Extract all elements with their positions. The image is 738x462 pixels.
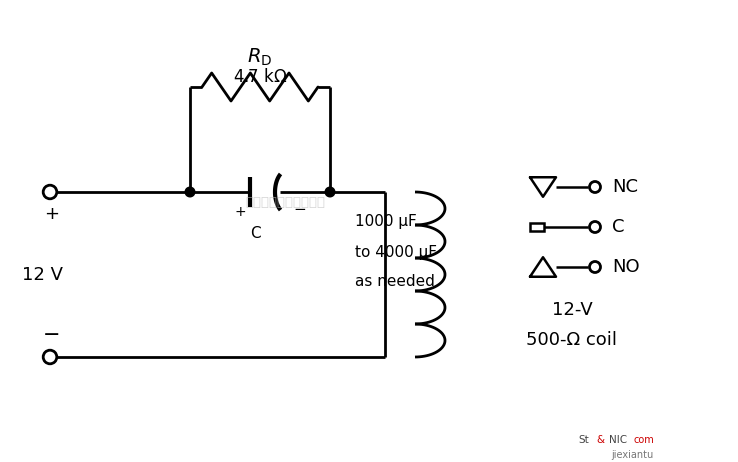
Circle shape: [590, 182, 601, 193]
Circle shape: [325, 187, 335, 197]
Text: 12-V: 12-V: [551, 301, 593, 319]
Text: 4.7 k$\Omega$: 4.7 k$\Omega$: [233, 68, 287, 86]
Text: +: +: [44, 205, 60, 223]
Text: $R_\mathsf{D}$: $R_\mathsf{D}$: [247, 46, 272, 67]
Text: NO: NO: [612, 258, 640, 276]
Text: C: C: [249, 226, 261, 242]
Circle shape: [590, 261, 601, 273]
Text: 500-Ω coil: 500-Ω coil: [526, 331, 618, 349]
Text: &: &: [596, 435, 604, 445]
Text: com: com: [633, 435, 654, 445]
Circle shape: [185, 187, 195, 197]
Text: −: −: [44, 325, 61, 345]
Text: as needed: as needed: [355, 274, 435, 290]
Text: jiexiantu: jiexiantu: [611, 450, 653, 460]
Text: 杭州将睽科技有限公司: 杭州将睽科技有限公司: [245, 195, 325, 208]
Text: C: C: [612, 218, 624, 236]
Bar: [530, 223, 544, 231]
Text: NIC: NIC: [609, 435, 627, 445]
Text: NC: NC: [612, 178, 638, 196]
Text: +: +: [234, 205, 246, 219]
Circle shape: [44, 350, 57, 364]
Text: St: St: [578, 435, 589, 445]
Text: 1000 μF: 1000 μF: [355, 214, 417, 230]
Circle shape: [44, 185, 57, 199]
Text: 12 V: 12 V: [21, 266, 63, 284]
Text: to 4000 μF: to 4000 μF: [355, 244, 437, 260]
Circle shape: [590, 221, 601, 232]
Text: −: −: [294, 202, 306, 218]
